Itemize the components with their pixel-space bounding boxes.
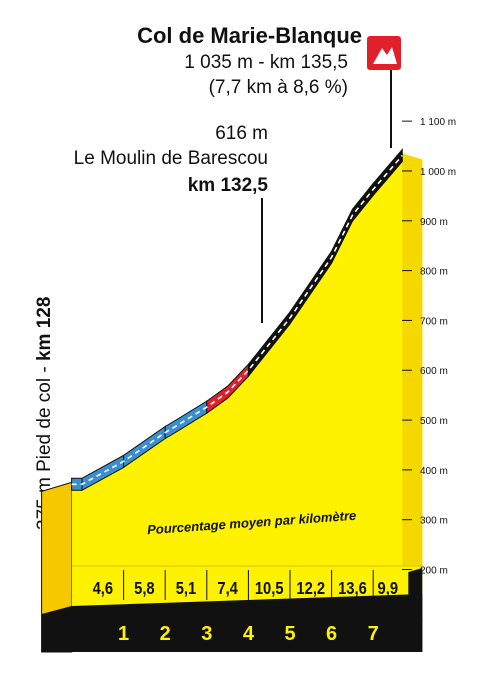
y-tick-label: 200 m xyxy=(420,566,448,577)
y-tick-label: 1 000 m xyxy=(420,167,456,178)
segment-percent: 4,6 xyxy=(93,579,113,599)
km-axis: 1 2 3 4 5 6 7 xyxy=(41,568,423,652)
y-tick-label: 300 m xyxy=(420,516,448,527)
km-marker-label: 3 xyxy=(201,623,212,645)
segment-percent: 5,1 xyxy=(176,579,196,599)
km-band-end xyxy=(408,568,423,652)
col-name: Col de Marie-Blanque xyxy=(137,23,362,48)
km-marker-label: 2 xyxy=(160,623,171,645)
profile-right-edge xyxy=(402,153,423,567)
km-marker-label: 6 xyxy=(326,623,337,645)
segment-percent: 12,2 xyxy=(296,579,325,599)
km-band xyxy=(41,618,423,652)
km-marker-label: 5 xyxy=(284,623,295,645)
km-marker-label: 1 xyxy=(118,623,129,645)
road-centre-line xyxy=(71,154,403,486)
y-tick-label: 800 m xyxy=(420,267,448,278)
y-tick-label: 500 m xyxy=(420,416,448,427)
segment-percent: 7,4 xyxy=(217,579,238,599)
base-label-km: km 128 xyxy=(34,297,55,361)
segment-percent: 5,8 xyxy=(134,579,154,599)
annotation-km: km 132,5 xyxy=(188,175,269,196)
stats-line: (7,7 km à 8,6 %) xyxy=(209,77,348,98)
segment-percent: 13,6 xyxy=(338,579,367,599)
mountain-flag-icon xyxy=(367,36,401,148)
y-tick-label: 400 m xyxy=(420,466,448,477)
y-tick-label: 1 100 m xyxy=(420,117,456,128)
profile-area xyxy=(71,153,423,652)
segment-percent: 10,5 xyxy=(255,579,284,599)
y-tick-label: 600 m xyxy=(420,366,448,377)
km-marker-label: 4 xyxy=(243,623,255,645)
base-label-text: 375 m Pied de col - xyxy=(34,361,55,530)
base-label: 375 m Pied de col - km 128 xyxy=(34,297,55,530)
summit-line: 1 035 m - km 135,5 xyxy=(184,52,348,73)
segment-percent: 9,9 xyxy=(378,579,398,599)
annotation-altitude: 616 m xyxy=(215,123,268,144)
road-line xyxy=(71,148,403,492)
annotation-place: Le Moulin de Barescou xyxy=(74,148,268,169)
y-axis: 200 m 300 m 400 m 500 m 600 m 700 m 800 m 900 m… xyxy=(402,117,456,577)
percent-band: 4,6 5,8 5,1 7,4 10,5 12,2 13,6 9,9 xyxy=(71,565,423,600)
profile-fill xyxy=(71,153,423,652)
km-marker-label: 7 xyxy=(368,623,379,645)
road-segment xyxy=(372,148,403,197)
y-tick-label: 900 m xyxy=(420,217,448,228)
y-tick-label: 700 m xyxy=(420,316,448,327)
